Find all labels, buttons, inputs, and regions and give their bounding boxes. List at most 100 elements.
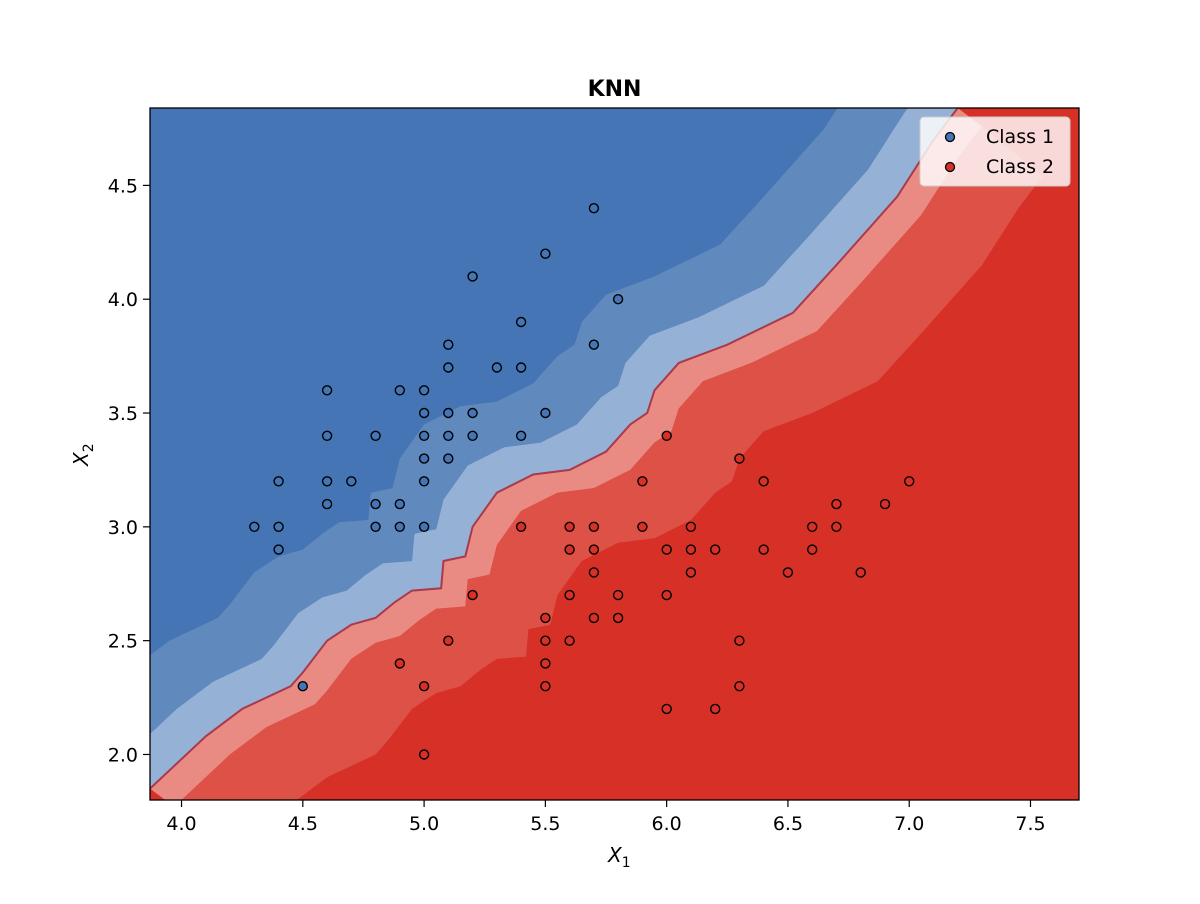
point-class-2 [879,498,891,510]
legend-label-class-1: Class 1 [986,126,1054,148]
point-class-2 [734,635,745,646]
point-class-1 [443,430,454,441]
data-points [249,202,915,760]
point-class-2 [588,612,600,624]
point-class-2 [564,521,575,532]
point-class-1 [515,362,527,373]
point-class-2 [612,589,624,601]
point-class-1 [394,498,405,510]
point-class-1 [370,521,381,532]
y-axis-label-subscript: 2 [81,443,97,452]
point-class-2 [637,476,648,487]
point-class-1 [370,498,381,510]
class-1-uncertain-band [150,108,958,789]
legend-marker-class-1 [944,131,956,143]
point-class-2 [588,521,600,532]
y-tick-label: 2.5 [108,631,138,653]
x-tick-label: 4.0 [166,813,196,835]
point-class-1 [540,407,551,419]
point-class-2 [467,589,478,601]
x-tick-label: 7.0 [894,813,924,835]
point-class-1 [491,362,503,373]
point-class-2 [734,681,745,692]
point-class-1 [418,407,430,419]
point-class-2 [443,635,454,646]
x-tick-label: 7.5 [1015,813,1045,835]
point-class-1 [394,385,405,396]
point-class-2 [685,567,697,578]
x-axis-label: X1 [607,843,631,871]
point-class-1 [443,362,454,373]
point-class-2 [758,544,769,555]
point-class-2 [904,476,915,487]
point-class-2 [564,589,575,601]
point-class-1 [443,407,454,419]
point-class-2 [540,612,551,624]
point-class-1 [321,430,333,441]
point-class-1 [443,339,454,350]
point-class-2 [710,703,721,715]
y-tick-label: 2.0 [108,744,138,766]
point-class-2 [855,567,866,578]
plot-frame [149,107,1080,801]
x-tick-label: 6.5 [773,813,803,835]
point-class-2 [661,589,672,601]
point-class-2 [588,567,600,578]
y-tick-label: 3.5 [108,403,138,425]
point-class-2 [540,635,551,646]
point-class-1 [418,476,430,487]
point-class-2 [831,498,842,510]
x-tick-label: 4.5 [288,813,318,835]
chart-title: KNN [588,77,642,102]
point-class-1 [321,476,333,487]
point-class-1 [612,294,624,305]
y-tick-label: 4.5 [108,175,138,197]
point-class-2 [540,658,551,669]
point-class-2 [807,544,818,555]
point-class-2 [661,544,672,555]
point-class-2 [540,681,551,692]
point-class-1 [346,476,357,487]
point-class-1 [321,498,333,510]
point-class-1 [418,430,430,441]
point-class-2 [685,521,697,532]
point-class-1 [418,453,430,464]
point-class-1 [418,385,430,396]
point-class-2 [394,658,405,669]
point-class-1 [588,202,600,214]
point-class-1 [588,339,600,350]
point-class-1 [418,521,430,532]
point-class-2 [782,567,794,578]
legend-marker-class-2 [944,161,956,173]
y-tick-label: 3.0 [108,517,138,539]
point-class-2 [418,749,430,760]
point-class-2 [831,521,842,532]
point-class-2 [661,430,672,441]
point-class-2 [758,476,769,487]
point-class-1 [540,248,551,259]
class-2-transition-band [181,126,1043,800]
point-class-1 [273,476,284,487]
point-class-1 [515,430,527,441]
legend-box [919,116,1071,187]
y-tick-label: 4.0 [108,289,138,311]
x-tick-label: 5.5 [530,813,560,835]
point-class-2 [685,544,697,555]
point-class-2 [734,453,745,464]
point-class-1 [370,430,381,441]
point-class-1 [273,544,284,555]
point-class-2 [418,681,430,692]
point-class-1 [467,430,478,441]
point-class-1 [443,453,454,464]
point-class-2 [637,521,648,532]
point-class-1 [467,271,478,282]
point-class-2 [588,544,600,555]
y-axis-label: X2 [69,443,97,467]
y-axis-label-main: X [69,451,93,467]
class-1-transition-band [150,108,908,734]
x-tick-label: 6.0 [652,813,682,835]
x-axis-label-main: X [607,843,623,867]
plot-area [150,108,1079,800]
point-class-2 [564,635,575,646]
